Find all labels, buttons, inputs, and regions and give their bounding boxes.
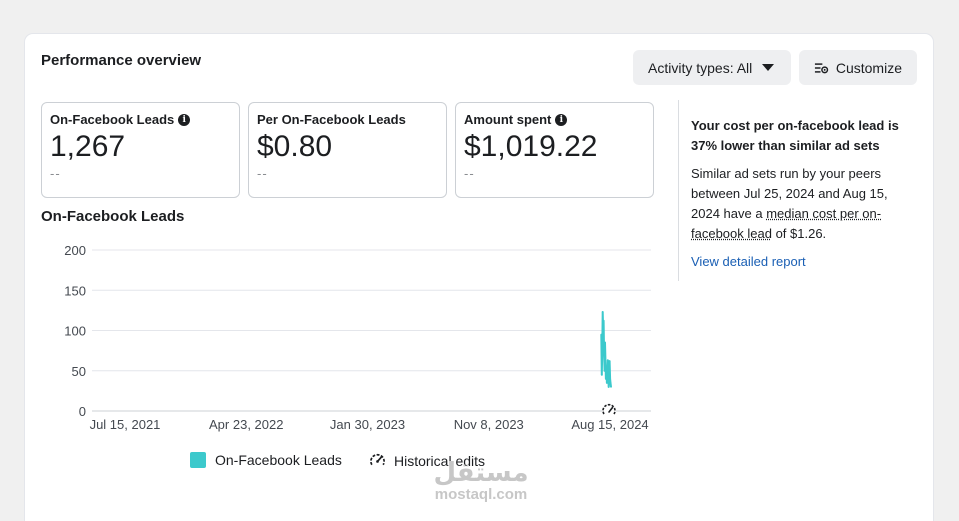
- historical-edit-marker-arc: [602, 403, 616, 415]
- insight-body-prefix: Similar ad sets run by your peers betwee…: [691, 166, 888, 221]
- metric-value: 1,267: [50, 130, 126, 163]
- watermark-latin: mostaql.com: [434, 486, 528, 503]
- historical-edit-marker-needle: [608, 406, 614, 413]
- watermark-logo: مستقل mostaql.com: [421, 460, 541, 504]
- x-tick-label: Aug 15, 2024: [571, 417, 648, 432]
- metric-card-amount-spent: Amount spent i $1,019.22 --: [455, 102, 654, 198]
- y-tick-label: 0: [79, 404, 86, 419]
- historical-edits-icon: [370, 453, 385, 466]
- metric-comparison: --: [257, 166, 268, 181]
- info-icon[interactable]: i: [555, 113, 568, 126]
- data-point: [603, 353, 605, 356]
- data-point: [606, 359, 609, 362]
- y-tick-label: 200: [64, 243, 86, 258]
- view-detailed-report-link[interactable]: View detailed report: [691, 254, 806, 269]
- legend-label-historical-edits: Historical edits: [394, 452, 486, 469]
- customize-button[interactable]: Customize: [799, 50, 917, 85]
- legend-item-leads[interactable]: On-Facebook Leads: [190, 452, 342, 468]
- insight-panel: Your cost per on-facebook lead is 37% lo…: [691, 116, 916, 272]
- insight-headline: Your cost per on-facebook lead is 37% lo…: [691, 118, 899, 153]
- data-point: [604, 341, 606, 344]
- customize-label: Customize: [835, 59, 902, 76]
- metric-value: $0.80: [257, 130, 333, 163]
- metric-label: On-Facebook Leads: [50, 112, 175, 127]
- median-cost-term[interactable]: median cost per on-facebook lead: [691, 206, 882, 241]
- data-point: [604, 361, 607, 364]
- data-point: [608, 368, 611, 371]
- metric-comparison: --: [50, 166, 61, 181]
- legend-swatch: [190, 452, 206, 468]
- legend-label-leads: On-Facebook Leads: [215, 452, 342, 468]
- vertical-divider: [678, 100, 679, 281]
- data-point: [602, 331, 605, 334]
- data-point: [605, 381, 608, 384]
- metric-comparison: --: [464, 166, 475, 181]
- activity-types-dropdown[interactable]: Activity types: All: [633, 50, 791, 85]
- data-point: [600, 333, 603, 336]
- metric-card-leads: On-Facebook Leads i 1,267 --: [41, 102, 240, 198]
- caret-down-icon: [762, 64, 775, 71]
- data-point: [600, 373, 603, 376]
- data-point: [609, 377, 611, 380]
- info-icon[interactable]: i: [178, 113, 191, 126]
- y-tick-label: 150: [64, 283, 86, 298]
- metric-value: $1,019.22: [464, 130, 598, 163]
- x-tick-label: Nov 8, 2023: [454, 417, 524, 432]
- series-line-0: [600, 311, 612, 388]
- page-title: Performance overview: [41, 52, 202, 69]
- watermark-arabic: مستقل: [433, 458, 529, 488]
- data-point: [606, 371, 609, 374]
- performance-overview-card: Performance overview Activity types: All…: [25, 34, 933, 521]
- metric-label: Amount spent: [464, 112, 552, 127]
- data-point: [605, 365, 608, 368]
- data-point: [609, 381, 612, 384]
- customize-settings-icon: [814, 62, 829, 73]
- x-tick-label: Jul 15, 2021: [90, 417, 161, 432]
- leads-line-chart: 0 50 100 150 200 Jul 15, 2021 Apr 23, 2022 Jan …: [64, 243, 651, 432]
- data-point: [610, 385, 612, 388]
- activity-types-label: Activity types: All: [648, 59, 753, 76]
- data-point: [603, 369, 606, 372]
- chart-title: On-Facebook Leads: [41, 208, 185, 225]
- data-point: [605, 377, 607, 380]
- x-tick-label: Jan 30, 2023: [330, 417, 405, 432]
- data-point: [607, 385, 610, 388]
- data-point: [608, 360, 611, 362]
- data-point: [602, 319, 605, 322]
- data-point: [601, 311, 604, 313]
- data-point: [607, 373, 610, 376]
- legend-item-historical-edits[interactable]: Historical edits: [369, 452, 485, 469]
- metric-label: Per On-Facebook Leads: [257, 112, 406, 127]
- metric-card-cost-per-lead: Per On-Facebook Leads $0.80 --: [248, 102, 447, 198]
- insight-body-suffix: of $1.26.: [771, 226, 827, 241]
- y-tick-label: 100: [64, 324, 86, 339]
- x-tick-label: Apr 23, 2022: [209, 417, 283, 432]
- y-tick-label: 50: [72, 364, 86, 379]
- data-point: [601, 345, 604, 348]
- insight-body: Similar ad sets run by your peers betwee…: [691, 164, 916, 244]
